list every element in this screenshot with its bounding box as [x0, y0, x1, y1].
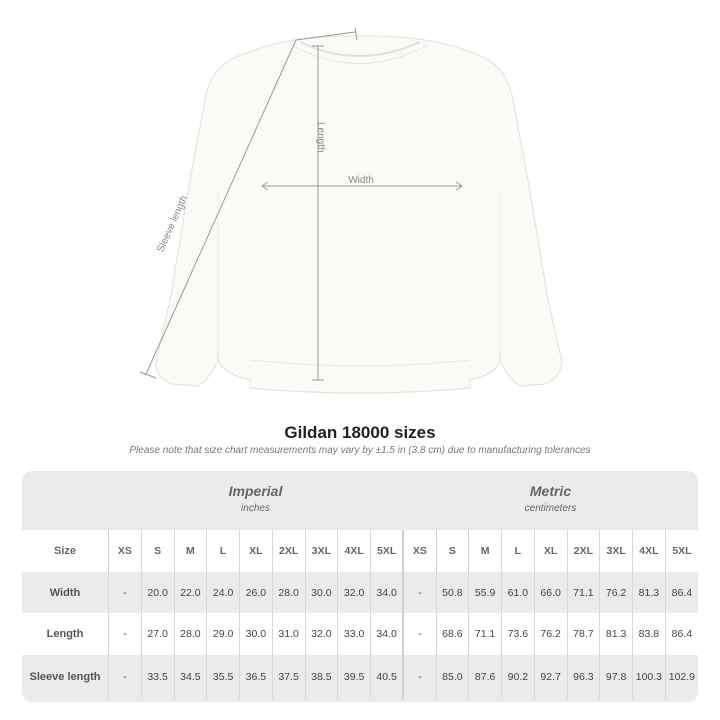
metric-value-cell: 68.6	[435, 613, 469, 655]
imperial-value-cell: -	[108, 655, 142, 699]
imperial-value-cell: 34.5	[173, 655, 207, 699]
size-column-header: S	[140, 530, 174, 572]
size-column-header: 4XL	[632, 530, 666, 572]
metric-value-cell: 61.0	[501, 572, 535, 613]
size-column-header: L	[501, 530, 535, 572]
metric-value-cell: 102.9	[664, 655, 698, 699]
size-header: Size	[22, 530, 109, 572]
metric-value-cell: -	[402, 655, 436, 699]
imperial-value-cell: 22.0	[173, 572, 207, 613]
imperial-value-cell: 32.0	[337, 572, 371, 613]
metric-value-cell: 71.1	[468, 613, 502, 655]
metric-value-cell: 96.3	[566, 655, 600, 699]
metric-title: Metric	[529, 483, 572, 499]
size-column-header: 2XL	[271, 530, 305, 572]
imperial-value-cell: 31.0	[271, 613, 305, 655]
metric-value-cell: 81.3	[599, 613, 633, 655]
size-column-header: XL	[239, 530, 273, 572]
table-row: Sleeve length -33.5 34.5 35.5 36.5 37.5 38.5 39…	[22, 655, 698, 699]
metric-value-cell: 87.6	[468, 655, 502, 699]
metric-value-cell: 71.1	[566, 572, 600, 613]
imperial-title: Imperial	[228, 483, 283, 499]
size-table: Size XS S M L XL 2XL 3XL 4XL 5XL XS S M L XL 2XL 3XL 4XL 5…	[22, 530, 698, 699]
tolerance-note: Please note that size chart measurements…	[129, 445, 591, 456]
imperial-value-cell: 40.5	[370, 655, 404, 699]
imperial-value-cell: 38.5	[304, 655, 338, 699]
metric-value-cell: 76.2	[599, 572, 633, 613]
imperial-value-cell: -	[108, 613, 142, 655]
metric-value-cell: 97.8	[599, 655, 633, 699]
imperial-header: Imperial inches	[108, 483, 403, 514]
metric-value-cell: -	[402, 613, 436, 655]
measurement-lines	[139, 27, 463, 381]
table-row: Width -20.0 22.0 24.0 26.0 28.0 30.0 32.0 34.0-5…	[22, 572, 698, 613]
size-column-header: S	[435, 530, 469, 572]
metric-value-cell: -	[402, 572, 436, 613]
metric-header: Metric centimeters	[403, 483, 698, 514]
size-column-header: M	[173, 530, 207, 572]
size-table-panel: Imperial inches Metric centimeters Size X…	[22, 471, 698, 702]
length-label: Length	[315, 122, 326, 153]
imperial-value-cell: 33.0	[337, 613, 371, 655]
imperial-value-cell: 29.0	[206, 613, 240, 655]
metric-value-cell: 100.3	[632, 655, 666, 699]
size-column-header: XS	[402, 530, 436, 572]
imperial-value-cell: 28.0	[173, 613, 207, 655]
size-column-header: 4XL	[337, 530, 371, 572]
metric-value-cell: 73.6	[501, 613, 535, 655]
sweatshirt-illustration	[155, 35, 563, 394]
metric-value-cell: 86.4	[664, 613, 698, 655]
imperial-value-cell: 39.5	[337, 655, 371, 699]
metric-value-cell: 90.2	[501, 655, 535, 699]
imperial-value-cell: 34.0	[370, 572, 404, 613]
imperial-value-cell: 36.5	[239, 655, 273, 699]
size-column-header: XL	[533, 530, 567, 572]
width-label: Width	[348, 175, 374, 186]
imperial-value-cell: 20.0	[140, 572, 174, 613]
imperial-value-cell: 33.5	[140, 655, 174, 699]
imperial-value-cell: 27.0	[140, 613, 174, 655]
imperial-value-cell: 24.0	[206, 572, 240, 613]
table-row: Length -27.0 28.0 29.0 30.0 31.0 32.0 33.0 34.0-…	[22, 613, 698, 655]
table-header-row: Size XS S M L XL 2XL 3XL 4XL 5XL XS S M L XL 2XL 3XL 4XL 5…	[22, 530, 698, 572]
metric-unit: centimeters	[524, 503, 577, 514]
metric-value-cell: 92.7	[533, 655, 567, 699]
imperial-value-cell: 34.0	[370, 613, 404, 655]
metric-value-cell: 86.4	[664, 572, 698, 613]
imperial-value-cell: 30.0	[239, 613, 273, 655]
size-column-header: XS	[108, 530, 142, 572]
size-column-header: M	[468, 530, 502, 572]
metric-value-cell: 85.0	[435, 655, 469, 699]
size-column-header: 3XL	[304, 530, 338, 572]
imperial-value-cell: 28.0	[271, 572, 305, 613]
metric-value-cell: 81.3	[632, 572, 666, 613]
row-label: Width	[22, 572, 109, 613]
imperial-unit: inches	[241, 503, 270, 514]
size-column-header: L	[206, 530, 240, 572]
metric-value-cell: 78.7	[566, 613, 600, 655]
imperial-value-cell: 26.0	[239, 572, 273, 613]
size-column-header: 5XL	[370, 530, 404, 572]
imperial-value-cell: 37.5	[271, 655, 305, 699]
metric-value-cell: 50.8	[435, 572, 469, 613]
size-column-header: 3XL	[599, 530, 633, 572]
size-column-header: 5XL	[664, 530, 698, 572]
sweatshirt-diagram: Length Width Sleeve length	[139, 27, 563, 394]
row-label: Sleeve length	[22, 655, 109, 699]
imperial-value-cell: -	[108, 572, 142, 613]
imperial-value-cell: 35.5	[206, 655, 240, 699]
metric-value-cell: 55.9	[468, 572, 502, 613]
size-column-header: 2XL	[566, 530, 600, 572]
imperial-value-cell: 32.0	[304, 613, 338, 655]
imperial-value-cell: 30.0	[304, 572, 338, 613]
metric-value-cell: 76.2	[533, 613, 567, 655]
metric-value-cell: 83.8	[632, 613, 666, 655]
page-title: Gildan 18000 sizes	[284, 423, 436, 442]
metric-value-cell: 66.0	[533, 572, 567, 613]
sleeve-length-line	[145, 31, 356, 375]
row-label: Length	[22, 613, 109, 655]
